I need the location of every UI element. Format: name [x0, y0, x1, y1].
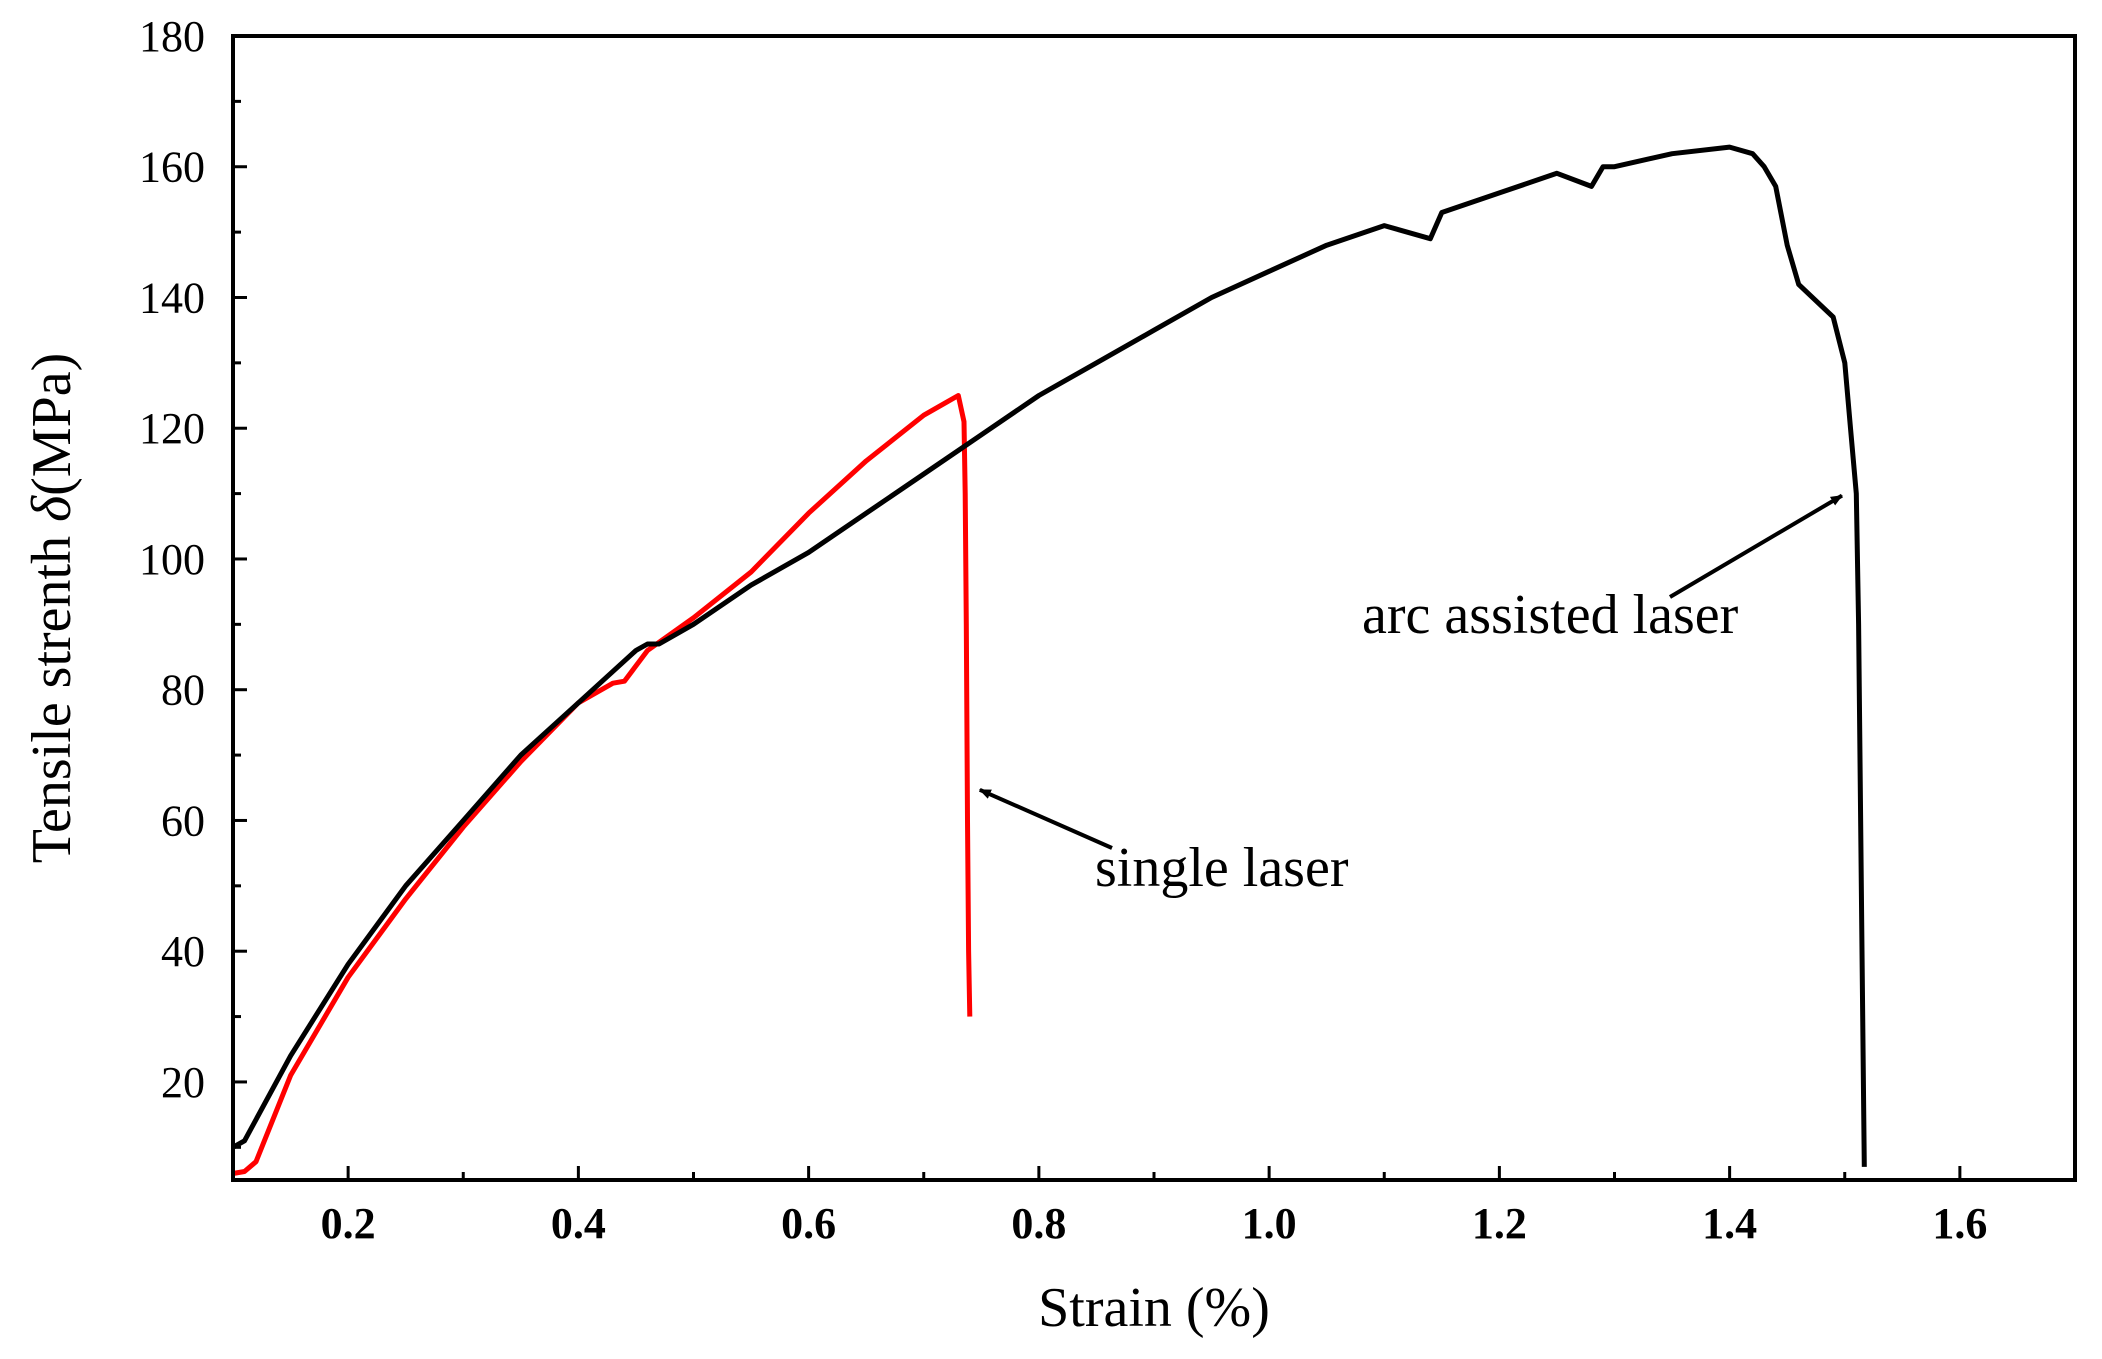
y-tick-label: 100 — [139, 535, 205, 584]
y-tick-label: 180 — [139, 12, 205, 61]
y-tick-label: 20 — [161, 1058, 205, 1107]
x-tick-label: 0.8 — [1011, 1199, 1066, 1248]
series-line-single-laser — [232, 393, 973, 1176]
x-tick-label: 1.0 — [1242, 1199, 1297, 1248]
annotation-layer: single laser arc assisted laser — [978, 493, 1843, 899]
plot-frame — [231, 34, 2077, 1182]
y-tick-label: 120 — [139, 404, 205, 453]
series-line-arc-assisted-laser — [231, 144, 1867, 1167]
single-laser-annotation: single laser — [1095, 837, 1349, 899]
arc-assisted-laser-annotation: arc assisted laser — [1362, 584, 1739, 646]
y-tick-label: 80 — [161, 666, 205, 715]
arc-assisted-laser-arrow — [1668, 493, 1843, 599]
single-laser-arrow — [978, 787, 1113, 850]
x-tick-label: 0.2 — [321, 1199, 376, 1248]
y-axis-title-unit: (MPa) — [21, 353, 83, 496]
y-tick-label: 60 — [161, 796, 205, 845]
x-tick-label: 0.6 — [781, 1199, 836, 1248]
x-tick-label: 1.4 — [1702, 1199, 1757, 1248]
y-axis-title-main: Tensile strenth — [21, 522, 83, 863]
series-layer — [231, 144, 1867, 1176]
y-tick-label: 140 — [139, 273, 205, 322]
y-tick-label: 160 — [139, 143, 205, 192]
x-tick-label: 0.4 — [551, 1199, 606, 1248]
x-tick-label: 1.2 — [1472, 1199, 1527, 1248]
x-axis-title: Strain (%) — [1038, 1277, 1270, 1339]
ticks-layer: 0.2 0.4 0.6 0.8 1.0 1.2 1.4 1.6 20 40 60 80 100 120 14… — [139, 12, 2077, 1248]
y-tick-label: 40 — [161, 927, 205, 976]
y-axis-title: Tensile strenth δ(MPa) — [21, 353, 83, 863]
y-axis-title-symbol: δ — [21, 495, 83, 522]
x-tick-label: 1.6 — [1932, 1199, 1987, 1248]
